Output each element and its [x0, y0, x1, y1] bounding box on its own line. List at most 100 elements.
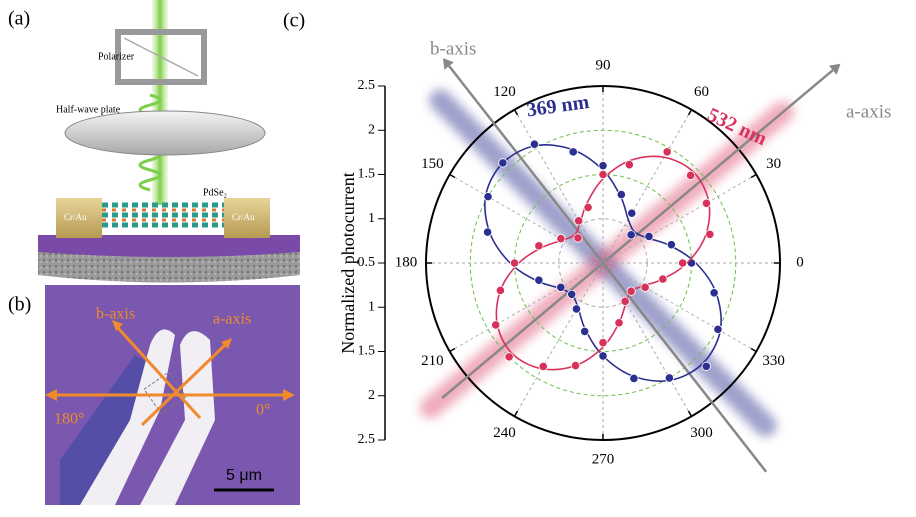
data-point: [598, 351, 608, 361]
polarizer-line: [123, 37, 199, 77]
r-tick-label: 1.5: [358, 344, 376, 359]
b-axis-label: b-axis: [96, 306, 135, 323]
data-point: [483, 192, 493, 202]
data-point: [620, 296, 630, 306]
panel-c: (c) Normalized photocurrent 0 30 60 90 120 15…: [283, 10, 891, 473]
polarizer: [115, 29, 207, 85]
data-point: [598, 338, 608, 348]
legend-label: 369 nm: [525, 91, 591, 122]
data-point: [534, 241, 544, 251]
data-point: [482, 227, 493, 237]
data-point: [666, 240, 676, 250]
axis-arrows: [45, 320, 295, 427]
angle-tick-label: 330: [762, 353, 785, 369]
electrode-strip: [80, 329, 175, 505]
panel-a: (a) Polarizer Half-wave plate Cr/Au Cr/A…: [8, 0, 300, 283]
crystal: [102, 202, 224, 228]
panel-label: (a): [8, 8, 30, 30]
angle-tick-label: 270: [592, 451, 615, 467]
data-point: [598, 161, 608, 171]
data-point: [598, 169, 608, 180]
angle-tick-label: 90: [596, 57, 611, 73]
r-tick-label: 2: [368, 122, 375, 137]
angle-label: 180°: [54, 411, 84, 428]
device-box: [143, 371, 187, 415]
angle-tick: [687, 410, 693, 417]
angle-label: 0°: [256, 402, 270, 419]
r-tick-label: 1: [368, 211, 375, 226]
data-point: [709, 288, 719, 298]
data-point: [662, 147, 672, 157]
plate-label: Half-wave plate: [56, 104, 121, 115]
angle-tick-label: 60: [694, 84, 709, 100]
angle-tick: [687, 109, 693, 116]
data-point: [574, 216, 584, 226]
angle-tick-label: 150: [421, 156, 444, 172]
data-point: [556, 234, 566, 244]
y-axis-label: Normalized photocurrent: [338, 172, 358, 353]
data-point: [616, 190, 626, 200]
data-point: [686, 170, 696, 180]
shadow: [60, 355, 160, 505]
panel-b: (b) b-axis a-axis 180° 0° 5 μm: [8, 285, 300, 505]
data-point: [567, 289, 577, 299]
data-point: [626, 286, 636, 296]
data-point: [573, 233, 583, 243]
b-axis-label: b-axis: [430, 38, 476, 59]
data-point: [538, 361, 548, 372]
r-tick-label: 0.5: [358, 255, 376, 270]
r-tick-label: 2: [368, 388, 375, 403]
substrate-base: [38, 250, 300, 283]
half-wave-plate: [64, 110, 266, 156]
polarizer-label: Polarizer: [98, 51, 135, 62]
r-tick-label: 1.5: [358, 167, 376, 182]
data-point: [701, 198, 712, 208]
data-point: [529, 139, 540, 149]
data-point: [701, 361, 711, 371]
data-point: [498, 158, 508, 168]
data-point: [495, 285, 506, 296]
angle-tick: [513, 410, 519, 417]
data-point: [614, 318, 624, 328]
angle-tick: [449, 173, 456, 179]
angle-tick-label: 240: [493, 425, 516, 441]
data-point: [658, 274, 668, 284]
angle-tick-label: 210: [421, 353, 444, 369]
angle-tick-label: 300: [690, 425, 713, 441]
a-axis-label: a-axis: [213, 311, 251, 328]
angle-tick-label: 180: [395, 254, 418, 270]
electrode: [56, 198, 102, 238]
angle-tick-label: 0: [796, 254, 804, 270]
data-point: [686, 258, 697, 268]
material-label: PdSe₂: [203, 187, 227, 198]
panel-label: (c): [283, 10, 305, 32]
angle-tick: [513, 109, 519, 116]
data-point: [629, 373, 639, 384]
data-point: [644, 231, 654, 242]
b-axis: [448, 65, 768, 473]
data-point: [678, 258, 688, 268]
data-point: [571, 304, 582, 314]
data-point: [580, 326, 590, 336]
data-point: [627, 208, 637, 218]
crystal: [102, 208, 224, 222]
r-tick-label: 1: [368, 299, 375, 314]
angle-tick: [750, 347, 757, 353]
angle-tick: [449, 347, 456, 353]
data-point: [509, 258, 520, 268]
data-point: [570, 360, 581, 371]
angle-tick: [750, 173, 757, 179]
r-tick-label: 2.5: [358, 432, 376, 447]
data-point: [504, 352, 514, 362]
scale-bar-label: 5 μm: [226, 467, 262, 484]
electrode: [224, 198, 270, 238]
a-axis-head: [828, 63, 841, 75]
a-axis-label: a-axis: [846, 101, 891, 122]
data-point: [640, 282, 650, 292]
data-point: [626, 230, 636, 240]
angle-tick-label: 30: [766, 156, 781, 172]
data-point: [664, 373, 674, 383]
b-axis-head: [442, 58, 454, 70]
r-tick-label: 2.5: [358, 78, 376, 93]
